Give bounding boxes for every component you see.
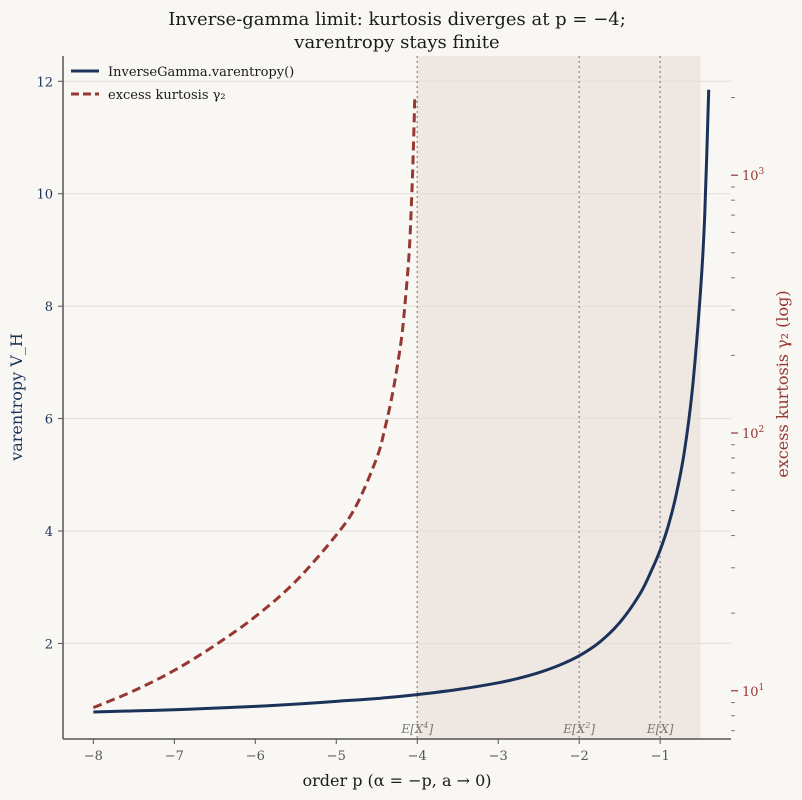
series-varentropy-line <box>93 89 711 714</box>
series-kurtosis-line <box>92 97 417 710</box>
y-left-tick-label-5: 12 <box>36 75 53 90</box>
y-right-tick-label-2: 103 <box>742 167 765 184</box>
grid-layer <box>63 80 731 644</box>
vline-label-2: E[X] <box>646 722 674 736</box>
y-left-tick-label-4: 10 <box>36 188 53 203</box>
y-axis-right-label: excess kurtosis γ₂ (log) <box>773 290 792 477</box>
y-right-tick-label-1: 102 <box>742 425 764 442</box>
chart-title-line1: Inverse-gamma limit: kurtosis diverges a… <box>168 9 626 30</box>
chart-title-line2: varentropy stays finite <box>293 32 499 53</box>
x-tick-label-3: −5 <box>327 749 346 764</box>
y-axis-left-label: varentropy V_H <box>7 333 26 462</box>
x-tick-label-1: −7 <box>165 749 184 764</box>
y-left-tick-label-0: 2 <box>45 637 53 652</box>
legend-label-kurtosis: excess kurtosis γ₂ <box>108 88 226 103</box>
y-right-tick-label-0: 101 <box>742 683 764 700</box>
y-left-tick-label-2: 6 <box>45 413 53 428</box>
x-tick-label-4: −4 <box>408 749 427 764</box>
x-tick-label-5: −3 <box>489 749 508 764</box>
y-left-tick-label-1: 4 <box>45 525 53 540</box>
shaded-region-layer <box>417 56 701 739</box>
ticks-layer: −8 −7 −6 −5 −4 −3 −2 −1 2 4 6 8 10 12 101 102 103 <box>36 75 764 764</box>
series-layer <box>92 89 711 714</box>
shaded-region <box>417 56 701 739</box>
y-left-tick-label-3: 8 <box>45 300 53 315</box>
vline-label-1: E[X2] <box>562 721 595 736</box>
x-tick-label-0: −8 <box>84 749 103 764</box>
x-tick-label-7: −1 <box>651 749 670 764</box>
x-tick-label-2: −6 <box>246 749 265 764</box>
x-tick-label-6: −2 <box>570 749 589 764</box>
legend-label-varentropy: InverseGamma.varentropy() <box>108 65 294 80</box>
legend: InverseGamma.varentropy() excess kurtosi… <box>71 65 294 103</box>
x-axis-label: order p (α = −p, a → 0) <box>302 771 491 790</box>
reference-lines-layer: E[X4] E[X2] E[X] <box>400 56 674 739</box>
vline-label-0: E[X4] <box>400 721 433 736</box>
